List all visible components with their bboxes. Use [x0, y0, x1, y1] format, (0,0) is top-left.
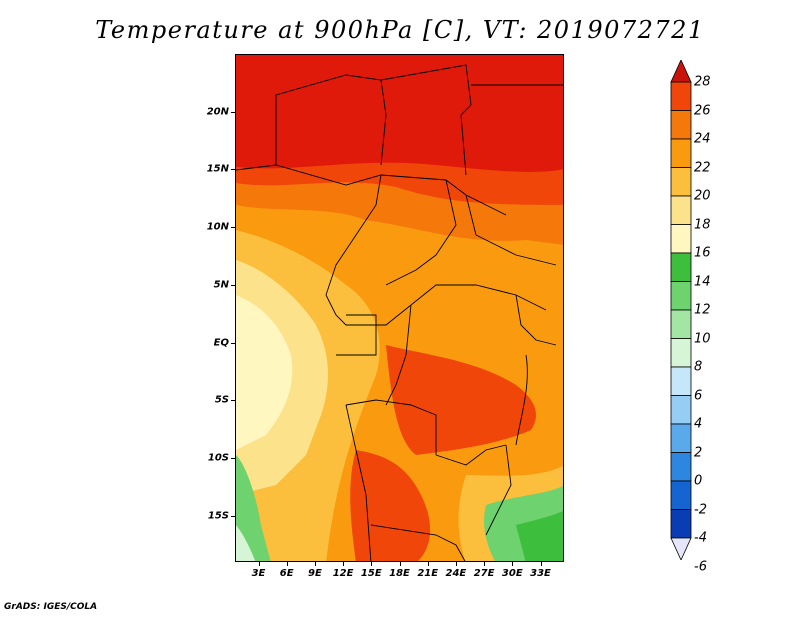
colorbar-label: 22 — [694, 160, 711, 175]
lon-tick — [455, 562, 457, 566]
lon-label: 24E — [445, 568, 467, 579]
lon-label: 12E — [332, 568, 354, 579]
colorbar-segment — [670, 423, 692, 453]
colorbar-segment — [670, 281, 692, 311]
lat-tick — [231, 227, 235, 229]
colorbar-label: 18 — [694, 217, 711, 232]
lon-label: 15E — [360, 568, 382, 579]
colorbar-segment — [670, 509, 692, 539]
lat-label: EQ — [213, 337, 229, 349]
temperature-map — [235, 54, 564, 562]
colorbar-label: 16 — [694, 245, 711, 261]
lon-label: 9E — [307, 568, 322, 579]
lat-tick — [231, 342, 235, 344]
lon-label: 6E — [279, 568, 294, 579]
lon-tick — [399, 562, 401, 566]
colorbar-label: 12 — [694, 302, 711, 318]
colorbar-label: 26 — [694, 103, 711, 118]
lon-label: 18E — [389, 568, 410, 579]
lat-label: 15S — [207, 510, 229, 522]
lat-label: 10S — [207, 452, 229, 464]
colorbar-label: 20 — [694, 188, 711, 204]
lat-tick — [231, 111, 235, 113]
lon-tick — [286, 562, 288, 566]
lat-tick — [231, 400, 235, 402]
colorbar-segment — [670, 110, 692, 140]
lon-label: 30E — [501, 568, 523, 579]
lat-label: 5N — [213, 279, 229, 291]
grads-credit: GrADS: IGES/COLA — [4, 602, 98, 612]
colorbar-segment — [670, 138, 692, 168]
colorbar-label: -2 — [694, 502, 707, 517]
lat-label: 5S — [214, 394, 229, 406]
colorbar-segment — [670, 195, 692, 225]
colorbar-label: 24 — [694, 131, 711, 147]
lat-label: 20N — [206, 106, 229, 118]
lat-tick — [231, 169, 235, 171]
lon-tick — [371, 562, 373, 566]
lon-tick — [512, 562, 514, 566]
lon-tick — [484, 562, 486, 566]
lat-tick — [231, 515, 235, 517]
colorbar-bottom-arrow — [670, 537, 692, 560]
map-field — [236, 55, 563, 561]
colorbar-segment — [670, 338, 692, 368]
colorbar — [670, 60, 692, 560]
colorbar-segment — [670, 81, 692, 111]
lon-label: 21E — [417, 568, 439, 579]
colorbar-top-arrow — [670, 60, 692, 83]
colorbar-label: 10 — [694, 331, 711, 346]
lat-tick — [231, 284, 235, 286]
colorbar-segment — [670, 224, 692, 254]
colorbar-label: 2 — [694, 445, 703, 460]
colorbar-segment — [670, 480, 692, 510]
lon-label: 3E — [251, 568, 266, 579]
colorbar-segment — [670, 167, 692, 197]
colorbar-label: 14 — [694, 274, 711, 289]
lat-label: 15N — [206, 163, 229, 175]
lon-label: 33E — [530, 568, 551, 579]
colorbar-label: 4 — [694, 416, 703, 432]
lon-tick — [343, 562, 345, 566]
colorbar-segment — [670, 452, 692, 482]
colorbar-label: -6 — [694, 559, 707, 574]
colorbar-segment — [670, 366, 692, 396]
colorbar-label: 28 — [694, 74, 711, 90]
lat-tick — [231, 458, 235, 460]
lon-tick — [314, 562, 316, 566]
colorbar-segment — [670, 309, 692, 339]
lat-label: 10N — [206, 221, 229, 233]
colorbar-segment — [670, 252, 692, 282]
colorbar-segment — [670, 395, 692, 425]
colorbar-label: 0 — [694, 473, 703, 489]
lon-tick — [540, 562, 542, 566]
lon-tick — [258, 562, 260, 566]
colorbar-label: -4 — [694, 530, 707, 546]
colorbar-label: 6 — [694, 388, 703, 403]
map-title: Temperature at 900hPa [C], VT: 201907272… — [95, 16, 705, 44]
lon-label: 27E — [473, 568, 495, 579]
colorbar-label: 8 — [694, 359, 703, 375]
lon-tick — [427, 562, 429, 566]
